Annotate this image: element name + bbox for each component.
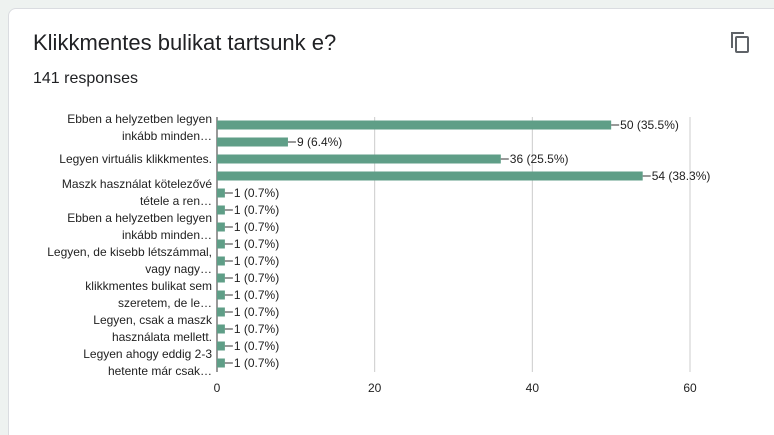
bar bbox=[217, 307, 225, 317]
question-title: Klikkmentes bulikat tartsunk e? bbox=[33, 30, 337, 55]
bar bbox=[217, 137, 288, 147]
bar bbox=[217, 239, 225, 249]
x-tick-label: 20 bbox=[368, 381, 382, 395]
bar bbox=[217, 171, 643, 181]
category-label: Legyen, de kisebb létszámmal, vagy nagy… bbox=[47, 245, 212, 276]
bar bbox=[217, 205, 225, 215]
value-label: 50 (35.5%) bbox=[620, 118, 679, 132]
category-label: Ebben a helyzetben legyen inkább minden… bbox=[67, 211, 212, 242]
bar bbox=[217, 358, 225, 368]
value-label: 1 (0.7%) bbox=[234, 305, 279, 319]
category-label: Ebben a helyzetben legyen inkább minden… bbox=[67, 112, 212, 143]
x-tick-label: 40 bbox=[526, 381, 540, 395]
bar bbox=[217, 324, 225, 334]
value-label: 36 (25.5%) bbox=[510, 152, 569, 166]
value-label: 1 (0.7%) bbox=[234, 254, 279, 268]
category-label: klikkmentes bulikat sem szeretem, de le… bbox=[85, 279, 212, 310]
card bbox=[8, 8, 774, 435]
category-label: Legyen virtuális klikkmentes. bbox=[59, 151, 212, 166]
bar bbox=[217, 120, 612, 130]
value-label: 1 (0.7%) bbox=[234, 186, 279, 200]
bar bbox=[217, 290, 225, 300]
value-label: 1 (0.7%) bbox=[234, 203, 279, 217]
bar bbox=[217, 341, 225, 351]
category-label: Legyen ahogy eddig 2-3 hetente már csak… bbox=[83, 347, 212, 378]
value-label: 1 (0.7%) bbox=[234, 339, 279, 353]
category-label: Legyen, csak a maszk használata mellett. bbox=[93, 313, 212, 344]
value-label: 1 (0.7%) bbox=[234, 220, 279, 234]
value-label: 1 (0.7%) bbox=[234, 322, 279, 336]
value-label: 1 (0.7%) bbox=[234, 271, 279, 285]
value-label: 1 (0.7%) bbox=[234, 356, 279, 370]
bar bbox=[217, 222, 225, 232]
bar bbox=[217, 256, 225, 266]
category-label: Maszk használat kötelezővé tétele a ren… bbox=[61, 177, 212, 208]
x-tick-label: 0 bbox=[214, 381, 221, 395]
value-label: 1 (0.7%) bbox=[234, 288, 279, 302]
value-label: 9 (6.4%) bbox=[297, 135, 342, 149]
bar bbox=[217, 154, 501, 164]
value-label: 1 (0.7%) bbox=[234, 237, 279, 251]
x-tick-label: 60 bbox=[683, 381, 697, 395]
bar bbox=[217, 188, 225, 198]
copy-icon[interactable] bbox=[731, 32, 749, 53]
bar bbox=[217, 273, 225, 283]
value-label: 54 (38.3%) bbox=[652, 169, 711, 183]
response-count: 141 responses bbox=[33, 70, 138, 87]
